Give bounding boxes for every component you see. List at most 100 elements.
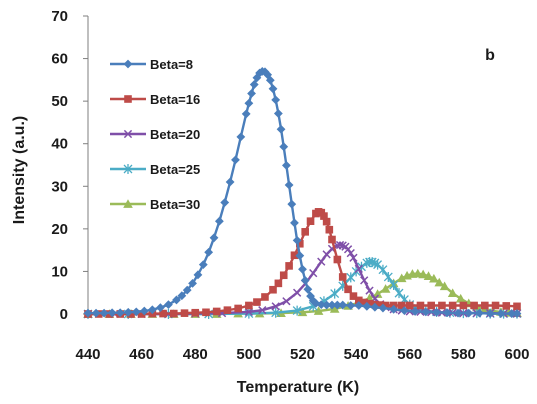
data-point	[485, 309, 495, 318]
data-point	[328, 235, 336, 244]
data-point	[439, 281, 450, 291]
data-point	[464, 308, 474, 318]
x-tick-label: 500	[236, 346, 261, 363]
data-point	[372, 289, 383, 298]
data-point	[362, 301, 372, 311]
data-point	[346, 248, 355, 258]
data-point	[309, 269, 318, 278]
data-point	[91, 308, 101, 318]
y-tick-label: 0	[60, 306, 68, 323]
data-point	[271, 302, 280, 311]
data-point	[209, 233, 219, 243]
legend-marker	[123, 199, 133, 208]
data-point	[212, 307, 221, 316]
data-point	[172, 295, 181, 305]
data-point	[274, 279, 283, 288]
data-point	[182, 285, 192, 295]
series-beta-8	[83, 66, 522, 318]
y-axis-title: Intensity (a.u.)	[11, 116, 28, 224]
legend-item: Beta=25	[110, 162, 200, 177]
data-point	[313, 306, 324, 315]
data-point	[338, 300, 348, 310]
series-line	[88, 70, 517, 315]
plot-area	[83, 66, 522, 319]
data-point	[455, 293, 466, 303]
data-point	[365, 299, 374, 308]
y-tick-label: 20	[51, 221, 68, 238]
legend: Beta=8 Beta=16 Beta=20 Beta=25 Beta=30	[110, 57, 200, 212]
data-point	[292, 235, 302, 245]
data-point	[513, 302, 521, 311]
data-point	[231, 155, 240, 165]
data-point	[378, 303, 388, 313]
data-point	[481, 301, 489, 310]
data-point	[241, 109, 251, 119]
legend-label: Beta=8	[150, 57, 193, 72]
legend-item: Beta=8	[110, 57, 193, 72]
data-point	[349, 292, 358, 300]
data-point	[159, 309, 167, 318]
data-point	[263, 70, 273, 80]
data-point	[293, 288, 302, 297]
x-tick-label: 440	[75, 346, 100, 363]
data-point	[333, 255, 342, 264]
data-point	[421, 307, 431, 317]
data-point	[442, 308, 452, 318]
data-point	[418, 269, 428, 279]
data-point	[273, 109, 283, 118]
data-point	[247, 89, 256, 98]
data-point	[329, 304, 340, 313]
data-point	[107, 308, 117, 318]
data-point	[389, 280, 399, 291]
x-tick-label: 560	[397, 346, 422, 363]
data-point	[290, 251, 299, 260]
legend-item: Beta=20	[110, 127, 200, 142]
data-point	[502, 302, 511, 310]
data-point	[432, 307, 441, 317]
data-point	[453, 308, 463, 318]
data-point	[295, 251, 305, 261]
x-tick-label: 460	[129, 346, 154, 363]
data-point	[320, 212, 328, 220]
x-tick-label: 480	[183, 346, 208, 363]
data-point	[261, 293, 269, 301]
data-point	[383, 271, 393, 282]
data-point	[376, 301, 385, 309]
data-point	[244, 98, 254, 108]
data-point	[155, 303, 165, 313]
y-tick-label: 10	[51, 263, 68, 280]
data-point	[355, 296, 363, 305]
data-point	[389, 304, 399, 314]
legend-item: Beta=16	[110, 92, 200, 107]
data-point	[434, 277, 445, 287]
data-point	[346, 301, 356, 310]
data-point	[193, 270, 203, 280]
data-point	[325, 225, 334, 234]
data-point	[327, 300, 337, 310]
x-tick-label: 520	[290, 346, 315, 363]
data-point	[285, 262, 293, 270]
data-point	[282, 297, 291, 306]
data-point	[147, 305, 157, 315]
data-point	[296, 239, 304, 248]
data-point	[381, 301, 390, 310]
data-point	[253, 298, 261, 306]
data-point	[491, 301, 500, 310]
data-point	[170, 309, 178, 318]
y-tick-label: 70	[51, 8, 68, 25]
data-point	[269, 285, 277, 294]
data-point	[338, 273, 347, 281]
data-point	[429, 273, 439, 283]
legend-marker	[123, 59, 133, 69]
legend-marker	[123, 164, 133, 174]
legend-item: Beta=30	[110, 197, 200, 212]
data-point	[180, 309, 189, 317]
data-point	[397, 301, 406, 310]
legend-marker	[123, 129, 133, 139]
data-point	[282, 161, 291, 170]
series-beta-16	[84, 208, 521, 318]
x-tick-label: 580	[451, 346, 476, 363]
series-line	[88, 210, 518, 316]
y-tick-label: 30	[51, 178, 68, 195]
